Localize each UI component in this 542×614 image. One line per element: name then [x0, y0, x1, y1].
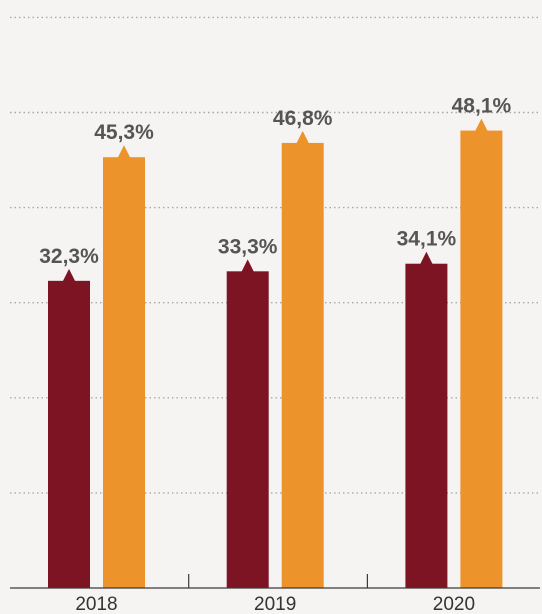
x-tick-label: 2019	[254, 594, 296, 614]
bar	[103, 157, 145, 588]
bars	[48, 118, 503, 588]
bar-marker	[240, 259, 255, 280]
bar	[226, 271, 269, 588]
data-label: 33,3%	[218, 235, 278, 258]
bar-marker	[295, 130, 310, 151]
x-axis: 2018 2019 2020	[10, 574, 540, 614]
bar	[460, 130, 503, 588]
bar	[281, 142, 324, 588]
data-label: 34,1%	[397, 228, 457, 251]
gridlines	[10, 16, 540, 494]
x-tick-label: 2018	[75, 594, 117, 614]
bar-marker	[62, 268, 76, 289]
bar	[405, 263, 448, 588]
bar	[48, 280, 90, 588]
bar-marker	[474, 118, 489, 139]
bar-marker	[419, 251, 434, 272]
data-label: 32,3%	[39, 245, 99, 268]
data-labels: 32,3% 45,3% 33,3% 46,8% 34,1% 48,1%	[39, 95, 511, 268]
x-tick-label: 2020	[433, 594, 475, 614]
data-label: 48,1%	[452, 95, 512, 118]
data-label: 46,8%	[273, 107, 333, 130]
bar-marker	[117, 145, 131, 166]
data-label: 45,3%	[94, 121, 154, 144]
